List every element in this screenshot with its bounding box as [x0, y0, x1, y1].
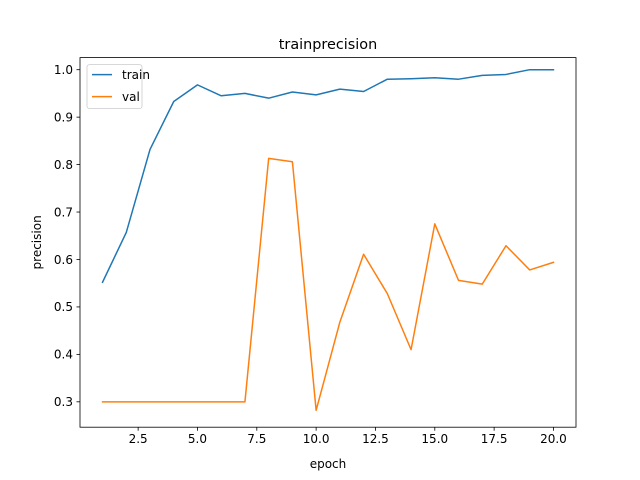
series-line-train — [101, 68, 555, 284]
y-ticks: 0.3 0.4 0.5 0.6 0.7 0.8 0.9 1.0 — [54, 63, 80, 409]
x-tick-label: 7.5 — [247, 432, 266, 446]
x-tick-label: 5.0 — [188, 432, 207, 446]
x-ticks: 2.5 5.0 7.5 10.0 12.5 15.0 17.5 20.0 — [129, 427, 567, 446]
x-tick-label: 20.0 — [540, 432, 567, 446]
x-tick-label: 15.0 — [421, 432, 448, 446]
chart-title: trainprecision — [279, 37, 377, 53]
y-tick-label: 0.6 — [54, 253, 73, 267]
x-tick-label: 10.0 — [303, 432, 330, 446]
legend-label-train: train — [122, 68, 150, 82]
x-axis-label: epoch — [310, 457, 347, 471]
x-tick-label: 2.5 — [129, 432, 148, 446]
x-tick-label: 17.5 — [481, 432, 508, 446]
plot-lines — [101, 68, 555, 412]
y-tick-label: 0.4 — [54, 348, 73, 362]
axes-frame — [79, 57, 577, 428]
series-line-val — [101, 157, 555, 412]
y-tick-label: 0.3 — [54, 395, 73, 409]
y-tick-label: 0.5 — [54, 300, 73, 314]
y-axis-label: precision — [30, 215, 44, 269]
y-tick-label: 0.8 — [54, 158, 73, 172]
x-tick-label: 12.5 — [362, 432, 389, 446]
y-tick-label: 0.9 — [54, 110, 73, 124]
y-tick-label: 0.7 — [54, 205, 73, 219]
legend-label-val: val — [122, 90, 140, 104]
legend: train val — [86, 64, 150, 109]
legend-box — [86, 64, 143, 109]
y-tick-label: 1.0 — [54, 63, 73, 77]
